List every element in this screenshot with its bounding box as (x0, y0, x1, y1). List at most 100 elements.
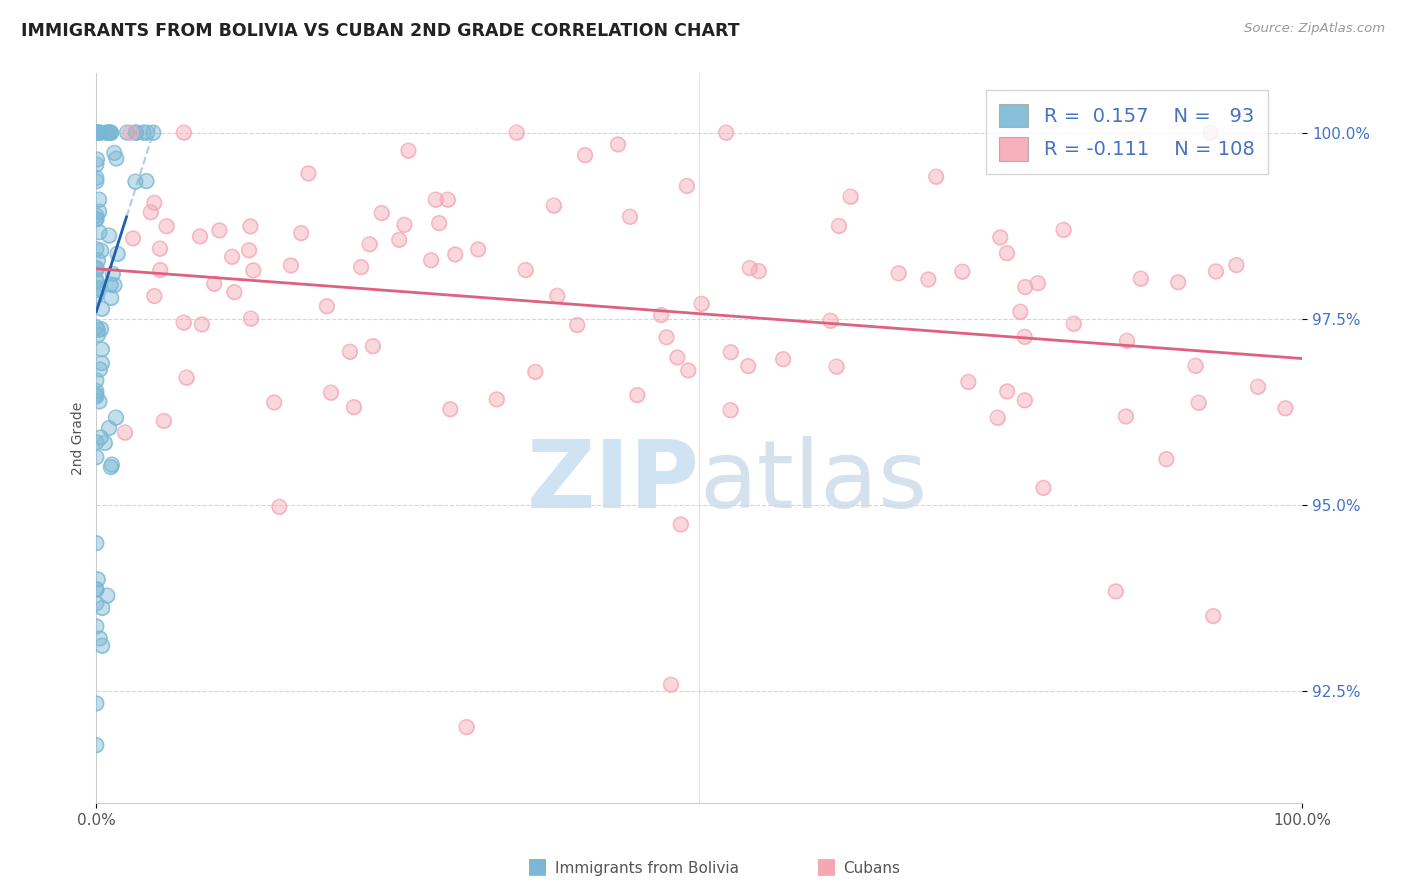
Point (91, 601, 114, 615)
Point (396, 144, 419, 158)
Point (86, 126, 108, 140)
Point (104, 410, 127, 425)
Point (86, 435, 108, 450)
Point (143, 195, 166, 210)
Point (669, 517, 692, 532)
Point (188, 229, 211, 244)
Point (1063, 317, 1085, 331)
Point (995, 246, 1018, 260)
Point (97, 126, 120, 140)
Point (1184, 359, 1206, 373)
Point (86, 126, 108, 140)
Point (655, 330, 678, 344)
Point (86, 126, 108, 140)
Point (125, 126, 148, 140)
Point (139, 205, 162, 219)
Point (173, 316, 195, 330)
Point (1115, 409, 1137, 424)
Point (208, 223, 231, 237)
Point (1105, 584, 1128, 599)
Point (100, 126, 122, 140)
Point (720, 345, 742, 359)
Point (87, 281, 110, 295)
Point (86, 126, 108, 140)
Point (87, 253, 110, 268)
Point (1202, 609, 1225, 624)
Point (105, 152, 128, 166)
Point (98, 228, 121, 243)
Point (772, 352, 794, 367)
Point (505, 126, 527, 140)
Point (86, 157, 108, 171)
Point (439, 402, 461, 417)
Point (543, 198, 565, 212)
Point (86, 126, 108, 140)
Point (1167, 275, 1189, 289)
Point (995, 384, 1018, 399)
Point (1205, 264, 1227, 278)
Point (655, 330, 678, 344)
Point (87, 193, 110, 207)
Point (86, 289, 108, 303)
Point (188, 229, 211, 244)
Point (427, 216, 450, 230)
Point (94, 436, 117, 450)
Point (90, 244, 112, 258)
Point (125, 126, 148, 140)
Point (86, 384, 108, 398)
Point (86, 260, 108, 275)
Point (242, 263, 264, 277)
Point (263, 395, 285, 409)
Point (132, 126, 155, 140)
Point (1225, 258, 1247, 272)
Point (86, 126, 108, 140)
Point (748, 264, 770, 278)
Point (173, 126, 195, 140)
Point (86, 389, 108, 403)
Point (269, 500, 291, 514)
Point (666, 351, 689, 365)
Point (87, 281, 110, 295)
Point (1014, 280, 1036, 294)
Point (659, 678, 682, 692)
Point (995, 246, 1018, 260)
Point (1010, 304, 1032, 318)
Point (176, 370, 198, 384)
Point (1205, 264, 1227, 278)
Point (485, 392, 508, 407)
Point (1014, 393, 1036, 408)
Point (987, 410, 1010, 425)
Point (950, 265, 973, 279)
Point (97, 126, 120, 140)
Point (86, 596, 108, 610)
Point (343, 400, 366, 414)
Point (619, 210, 641, 224)
Point (122, 231, 145, 245)
Point (153, 414, 176, 428)
Point (89, 362, 111, 376)
Point (467, 243, 489, 257)
Point (86, 536, 108, 550)
Point (425, 193, 447, 207)
Point (420, 253, 443, 268)
Point (221, 250, 243, 264)
Point (950, 265, 973, 279)
Point (988, 230, 1011, 244)
Point (86, 389, 108, 403)
Point (90, 343, 112, 357)
Point (370, 206, 392, 220)
Point (86, 283, 108, 297)
Point (86, 126, 108, 140)
Point (224, 285, 246, 300)
Point (89, 632, 111, 646)
Point (87, 193, 110, 207)
Point (394, 218, 416, 232)
Point (343, 400, 366, 414)
Point (606, 137, 628, 152)
Point (96, 589, 118, 603)
Point (444, 247, 467, 261)
Point (86, 126, 108, 140)
Point (1129, 271, 1152, 285)
Point (86, 320, 108, 334)
Point (828, 219, 851, 233)
